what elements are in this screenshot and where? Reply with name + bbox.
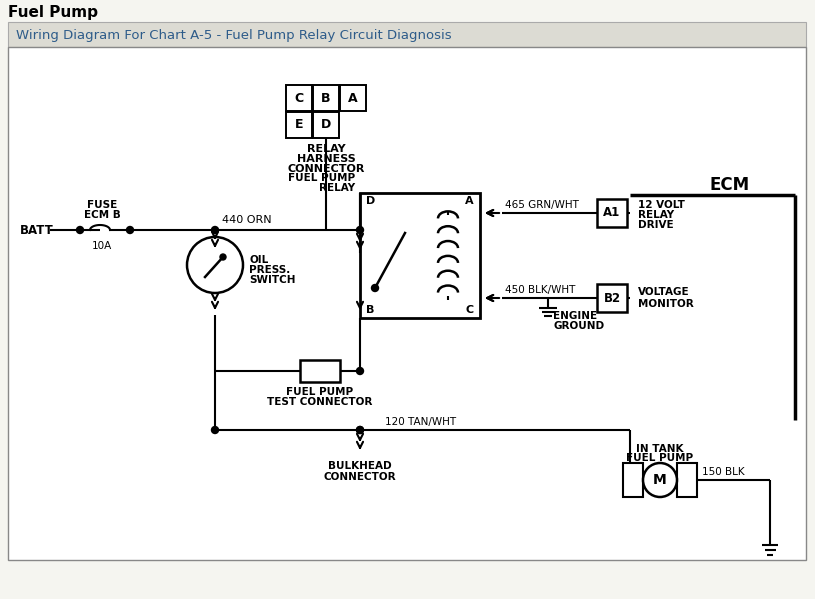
- Bar: [286, 112, 312, 138]
- Text: FUSE: FUSE: [87, 200, 117, 210]
- Text: 12 VOLT: 12 VOLT: [638, 200, 685, 210]
- Text: 10A: 10A: [92, 241, 112, 251]
- Circle shape: [356, 426, 363, 434]
- Text: GROUND: GROUND: [553, 321, 604, 331]
- Text: RELAY: RELAY: [307, 144, 346, 154]
- Bar: [597, 284, 627, 312]
- Text: DRIVE: DRIVE: [638, 220, 674, 230]
- Text: HARNESS: HARNESS: [297, 154, 356, 164]
- Text: BULKHEAD: BULKHEAD: [328, 461, 392, 471]
- Text: FUEL PUMP: FUEL PUMP: [288, 173, 355, 183]
- Text: C: C: [294, 92, 303, 104]
- Text: 450 BLK/WHT: 450 BLK/WHT: [505, 285, 575, 295]
- Text: OIL: OIL: [249, 255, 268, 265]
- Circle shape: [220, 254, 226, 260]
- Text: FUEL PUMP: FUEL PUMP: [627, 453, 694, 463]
- Text: RELAY: RELAY: [638, 210, 674, 220]
- Text: B: B: [366, 305, 374, 315]
- Text: B: B: [321, 92, 331, 104]
- Text: 120 TAN/WHT: 120 TAN/WHT: [385, 417, 456, 427]
- Bar: [286, 85, 312, 111]
- Text: ECM: ECM: [710, 176, 750, 194]
- Text: ENGINE: ENGINE: [553, 311, 597, 321]
- Bar: [677, 463, 697, 497]
- Text: CONNECTOR: CONNECTOR: [324, 472, 396, 482]
- Circle shape: [126, 226, 134, 234]
- Bar: [340, 85, 366, 111]
- Text: FUEL PUMP: FUEL PUMP: [286, 387, 354, 397]
- Text: PRESS.: PRESS.: [249, 265, 290, 275]
- Text: Fuel Pump: Fuel Pump: [8, 5, 98, 20]
- Circle shape: [372, 285, 378, 292]
- Circle shape: [643, 463, 677, 497]
- Text: A: A: [465, 196, 474, 206]
- Text: ECM B: ECM B: [84, 210, 121, 220]
- Circle shape: [356, 426, 363, 434]
- Text: D: D: [321, 119, 331, 132]
- Text: A: A: [348, 92, 358, 104]
- Circle shape: [356, 226, 363, 234]
- Bar: [313, 85, 339, 111]
- Circle shape: [212, 226, 218, 234]
- Bar: [623, 463, 643, 497]
- Text: VOLTAGE: VOLTAGE: [638, 287, 689, 297]
- Text: Wiring Diagram For Chart A-5 - Fuel Pump Relay Circuit Diagnosis: Wiring Diagram For Chart A-5 - Fuel Pump…: [16, 29, 452, 43]
- Circle shape: [356, 368, 363, 374]
- Bar: [360, 193, 480, 318]
- Text: 465 GRN/WHT: 465 GRN/WHT: [505, 200, 579, 210]
- Circle shape: [187, 237, 243, 293]
- Text: M: M: [653, 473, 667, 487]
- Text: SWITCH: SWITCH: [249, 275, 296, 285]
- Text: D: D: [366, 196, 375, 206]
- Text: RELAY: RELAY: [319, 183, 355, 193]
- Text: 440 ORN: 440 ORN: [222, 215, 271, 225]
- Text: B2: B2: [603, 292, 620, 304]
- Circle shape: [77, 226, 83, 234]
- Text: TEST CONNECTOR: TEST CONNECTOR: [267, 397, 372, 407]
- Text: A1: A1: [603, 207, 621, 219]
- Text: E: E: [295, 119, 303, 132]
- Bar: [300, 360, 340, 382]
- Text: CONNECTOR: CONNECTOR: [288, 164, 365, 174]
- Text: IN TANK: IN TANK: [637, 444, 684, 454]
- Bar: [8, 47, 806, 560]
- Bar: [0, 0, 815, 22]
- Bar: [313, 112, 339, 138]
- Text: C: C: [466, 305, 474, 315]
- Text: MONITOR: MONITOR: [638, 299, 694, 309]
- Circle shape: [212, 426, 218, 434]
- Bar: [597, 199, 627, 227]
- Text: 150 BLK: 150 BLK: [702, 467, 745, 477]
- Bar: [8, 22, 806, 47]
- Text: BATT: BATT: [20, 223, 54, 237]
